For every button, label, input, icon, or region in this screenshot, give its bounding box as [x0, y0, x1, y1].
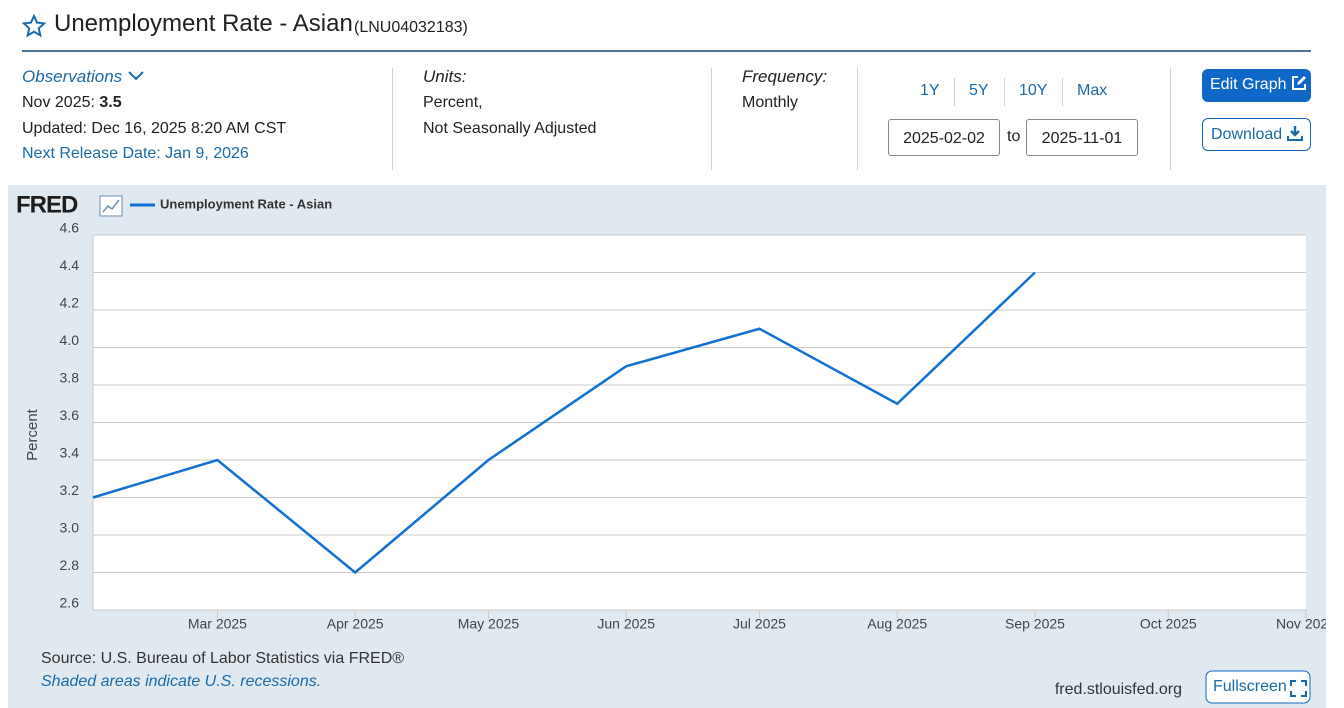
chart: FRED Percent Source: U.S. Bureau of Labo…	[8, 185, 1326, 708]
x-tick-label: Oct 2025	[1140, 616, 1197, 632]
y-tick-label: 4.2	[60, 295, 80, 311]
y-tick-label: 3.6	[60, 407, 80, 423]
favorite-star[interactable]	[22, 14, 46, 38]
units-line: Percent,	[423, 94, 483, 111]
edit-graph-label[interactable]: Edit Graph	[1210, 76, 1287, 93]
edit-icon	[1291, 76, 1306, 90]
fred-logo: FRED	[16, 191, 78, 218]
x-tick-label: Nov 2025	[1276, 616, 1326, 632]
start-date-input[interactable]: 2025-02-02	[888, 119, 1000, 156]
divider	[954, 78, 955, 106]
range-button[interactable]: 10Y	[1019, 82, 1048, 99]
site-url: fred.stlouisfed.org	[1055, 681, 1182, 698]
y-tick-label: 2.8	[60, 557, 80, 573]
units-line: Not Seasonally Adjusted	[423, 120, 597, 137]
edit-graph-button[interactable]: Edit Graph	[1202, 69, 1311, 102]
y-tick-label: 4.6	[60, 220, 80, 236]
divider	[392, 68, 393, 170]
divider	[857, 68, 858, 170]
recession-note: Shaded areas indicate U.S. recessions.	[41, 673, 321, 690]
x-tick-label: May 2025	[458, 616, 520, 632]
logo-icon	[99, 195, 123, 217]
divider	[711, 68, 712, 170]
y-tick-label: 4.0	[60, 332, 80, 348]
x-tick-label: Sep 2025	[1005, 616, 1065, 632]
range-button[interactable]: 5Y	[969, 82, 989, 99]
range-button[interactable]: Max	[1077, 82, 1108, 99]
download-button[interactable]: Download	[1202, 118, 1311, 151]
observations-label[interactable]: Observations	[22, 67, 123, 86]
series-line	[92, 271, 1036, 575]
x-tick-label: Jul 2025	[733, 616, 786, 632]
series-id: (LNU04032183)	[354, 19, 468, 36]
observation-date: Nov 2025:	[22, 94, 95, 111]
y-tick-label: 3.2	[60, 482, 80, 498]
divider	[1062, 78, 1063, 106]
x-tick-label: Aug 2025	[867, 616, 927, 632]
y-tick-label: 2.6	[60, 595, 80, 611]
fullscreen-icon	[1290, 680, 1307, 697]
range-button[interactable]: 1Y	[920, 82, 940, 99]
y-tick-label: 3.8	[60, 370, 80, 386]
frequency-label: Frequency:	[742, 67, 828, 86]
x-tick-label: Mar 2025	[188, 616, 247, 632]
divider	[1170, 68, 1171, 170]
end-date-input[interactable]: 2025-11-01	[1026, 119, 1138, 156]
date-separator: to	[1007, 128, 1021, 145]
page-title: Unemployment Rate - Asian	[54, 10, 353, 37]
y-tick-label: 4.4	[60, 257, 80, 273]
frequency-value: Monthly	[742, 94, 799, 111]
header-rule	[22, 50, 1311, 52]
y-tick-label: 3.0	[60, 520, 80, 536]
x-tick-label: Jun 2025	[597, 616, 655, 632]
y-tick-label: 3.4	[60, 445, 80, 461]
units-label: Units:	[423, 67, 467, 86]
observation-value: 3.5	[99, 94, 122, 111]
download-label[interactable]: Download	[1211, 126, 1283, 143]
divider	[1004, 78, 1005, 106]
y-axis-label: Percent	[24, 408, 41, 461]
next-release[interactable]: Next Release Date: Jan 9, 2026	[22, 145, 249, 162]
chevron	[128, 71, 144, 81]
source: Source: U.S. Bureau of Labor Statistics …	[41, 650, 404, 667]
updated: Updated: Dec 16, 2025 8:20 AM CST	[22, 120, 287, 137]
download-icon	[1286, 126, 1303, 141]
observations-toggle[interactable]: Observations	[22, 67, 145, 87]
fullscreen-frame[interactable]	[1205, 670, 1311, 704]
legend-label: Unemployment Rate - Asian	[160, 196, 332, 211]
fullscreen-label[interactable]: Fullscreen	[1213, 678, 1287, 695]
x-tick-label: Apr 2025	[327, 616, 384, 632]
fullscreen-button[interactable]: Fullscreen	[1205, 670, 1311, 704]
latest-observation: Nov 2025: 3.5	[22, 94, 122, 112]
